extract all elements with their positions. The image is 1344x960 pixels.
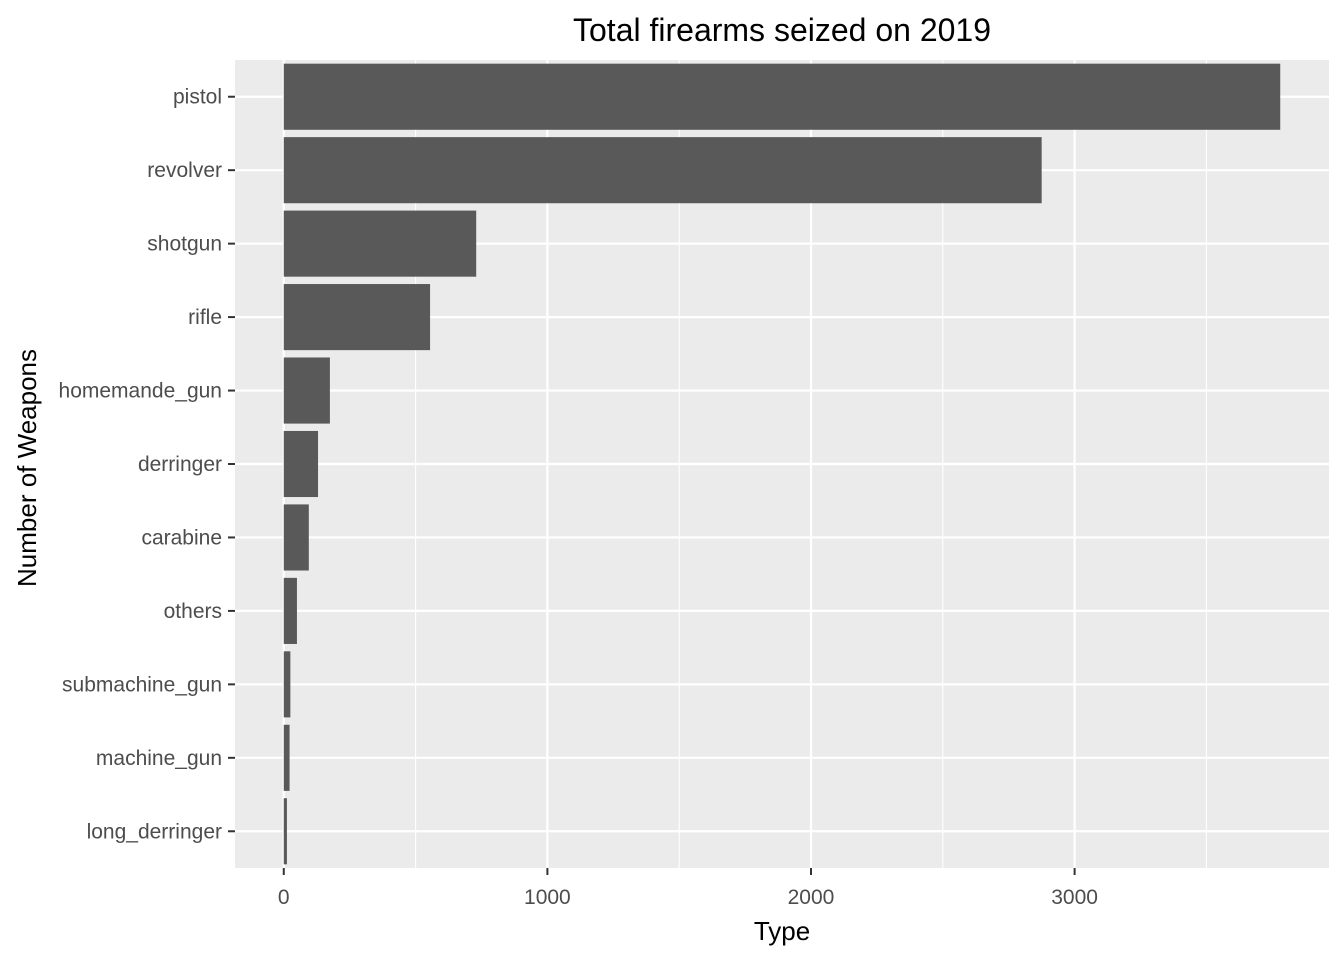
chart-title: Total firearms seized on 2019 — [573, 12, 991, 48]
bars — [283, 63, 1281, 865]
y-tick-label: machine_gun — [96, 747, 222, 770]
bar-derringer — [283, 430, 319, 498]
bar-revolver — [283, 137, 1042, 204]
x-axis-title: Type — [754, 916, 810, 946]
x-tick-label: 3000 — [1051, 886, 1098, 909]
x-tick-label: 1000 — [524, 886, 571, 909]
x-tick-label: 2000 — [788, 886, 835, 909]
bar-submachine_gun — [283, 651, 291, 718]
y-axis: pistol revolver shotgun rifle homemande_gund… — [59, 86, 235, 843]
y-tick-label: pistol — [173, 86, 222, 109]
y-tick-label: submachine_gun — [62, 673, 222, 696]
y-tick-label: revolver — [147, 159, 222, 182]
y-axis-title: Number of Weapons — [12, 349, 42, 587]
bar-shotgun — [283, 210, 477, 277]
y-tick-label: carabine — [141, 526, 222, 549]
y-tick-label: homemande_gun — [59, 380, 222, 403]
bar-others — [283, 577, 297, 644]
x-tick-label: 0 — [278, 886, 290, 909]
bar-pistol — [283, 63, 1281, 130]
bar-carabine — [283, 504, 309, 571]
y-tick-label: long_derringer — [87, 820, 222, 843]
x-axis: 0 1000 2000 3000 — [278, 868, 1098, 909]
bar-rifle — [283, 284, 431, 351]
bar-homemande_gun — [283, 357, 330, 424]
bar-long_derringer — [283, 798, 287, 865]
y-tick-label: rifle — [188, 306, 222, 329]
y-tick-label: derringer — [138, 453, 222, 476]
bar-machine_gun — [283, 724, 290, 791]
y-tick-label: others — [164, 600, 222, 623]
y-tick-label: shotgun — [147, 233, 222, 256]
